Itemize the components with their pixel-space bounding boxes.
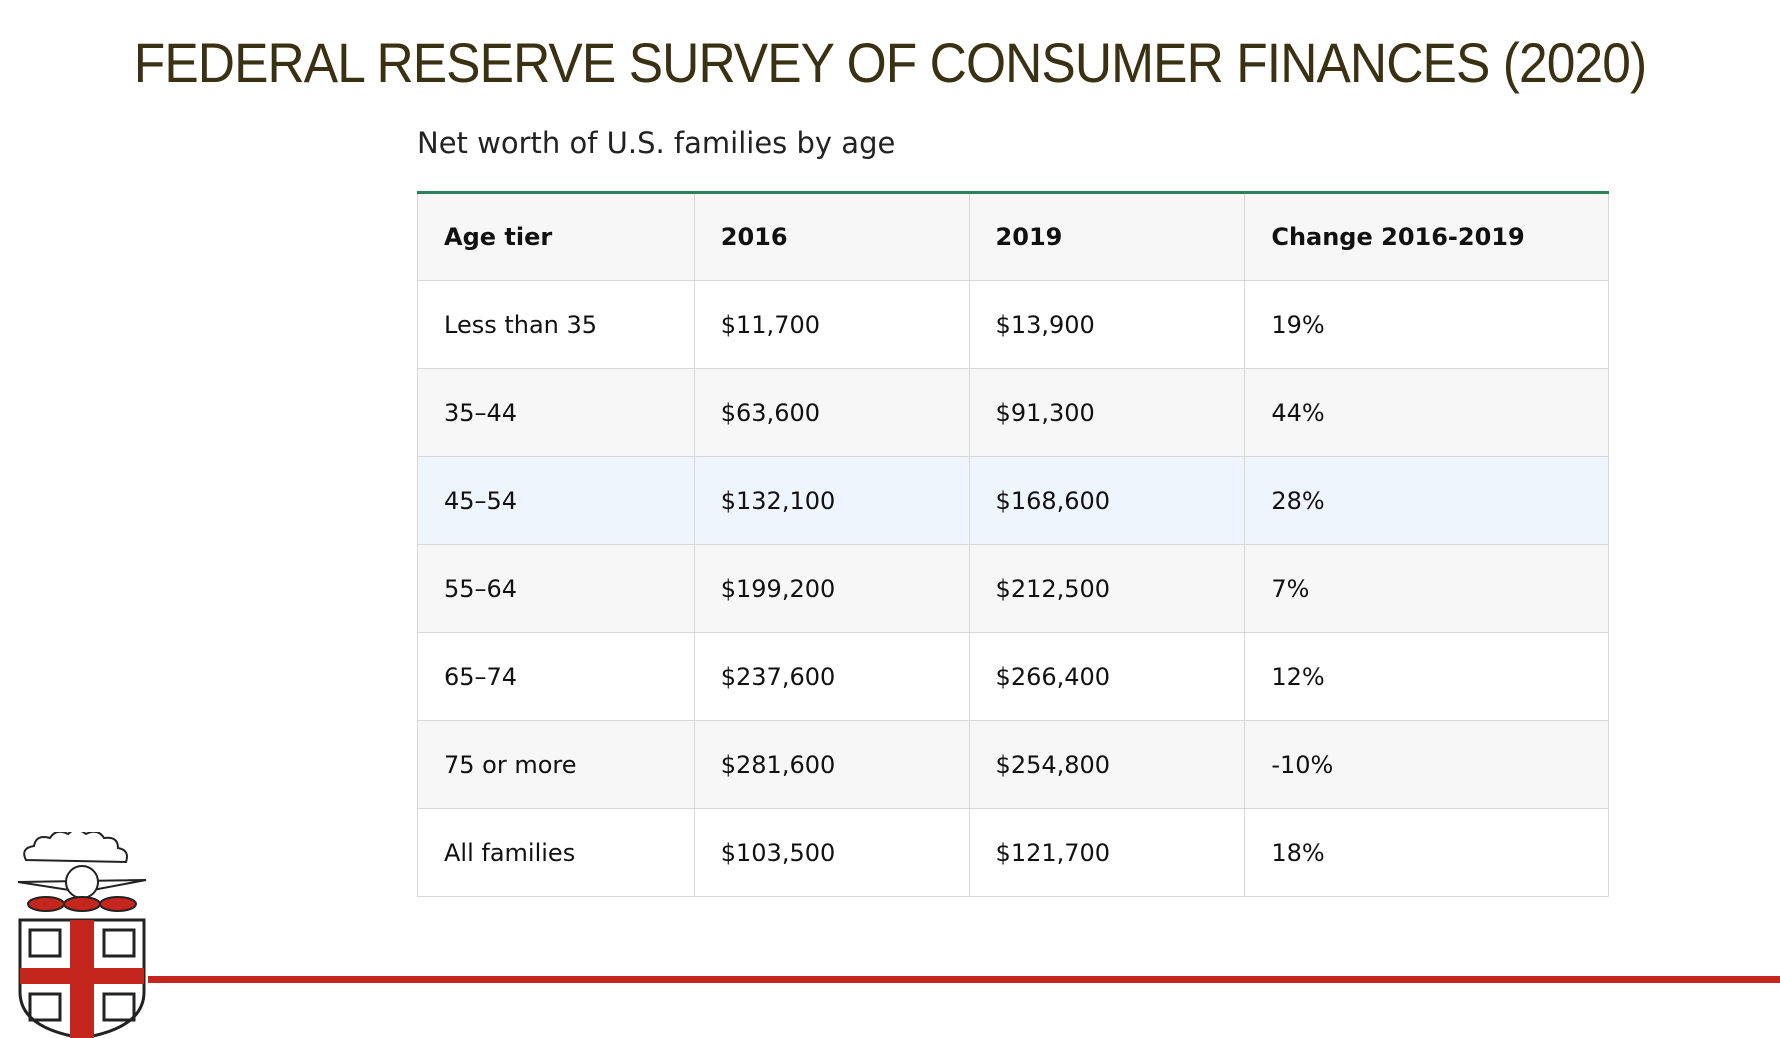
- table-cell: $237,600: [693, 632, 970, 721]
- table-cell: $212,500: [968, 544, 1246, 633]
- table-row: 75 or more $281,600 $254,800 -10%: [417, 720, 1609, 809]
- table-cell: 28%: [1244, 456, 1609, 545]
- table-row: 45–54 $132,100 $168,600 28%: [417, 456, 1609, 545]
- table-row: Less than 35 $11,700 $13,900 19%: [417, 280, 1609, 369]
- table-cell: 65–74: [417, 632, 695, 721]
- table-row: 65–74 $237,600 $266,400 12%: [417, 632, 1609, 721]
- slide-title: FEDERAL RESERVE SURVEY OF CONSUMER FINAN…: [133, 31, 1647, 94]
- table-cell: 44%: [1244, 368, 1609, 457]
- table-cell: 18%: [1244, 808, 1609, 897]
- column-header: Change 2016-2019: [1244, 192, 1609, 281]
- table-cell: $11,700: [693, 280, 970, 369]
- table-cell: $281,600: [693, 720, 970, 809]
- table-cell: $132,100: [693, 456, 970, 545]
- table-cell: 12%: [1244, 632, 1609, 721]
- table-cell: $168,600: [968, 456, 1246, 545]
- table-cell: $13,900: [968, 280, 1246, 369]
- table-row: 35–44 $63,600 $91,300 44%: [417, 368, 1609, 457]
- header-row: Age tier 2016 2019 Change 2016-2019: [417, 192, 1609, 281]
- table-cell: All families: [417, 808, 695, 897]
- footer-rule: [148, 976, 1780, 983]
- table-cell: 7%: [1244, 544, 1609, 633]
- column-header: 2019: [968, 192, 1246, 281]
- logo: [17, 832, 147, 1038]
- table-cell: 19%: [1244, 280, 1609, 369]
- column-header: 2016: [693, 192, 970, 281]
- table-cell: $199,200: [693, 544, 970, 633]
- table-cell: Less than 35: [417, 280, 695, 369]
- table-cell: $63,600: [693, 368, 970, 457]
- table-cell: 75 or more: [417, 720, 695, 809]
- table-row: 55–64 $199,200 $212,500 7%: [417, 544, 1609, 633]
- table-row: All families $103,500 $121,700 18%: [417, 808, 1609, 897]
- table-cell: 45–54: [417, 456, 695, 545]
- table-cell: -10%: [1244, 720, 1609, 809]
- table-cell: 35–44: [417, 368, 695, 457]
- table-cell: 55–64: [417, 544, 695, 633]
- table-cell: $91,300: [968, 368, 1246, 457]
- table-cell: $121,700: [968, 808, 1246, 897]
- table-cell: $266,400: [968, 632, 1246, 721]
- column-header: Age tier: [417, 192, 695, 281]
- table-caption: Net worth of U.S. families by age: [417, 126, 896, 160]
- table-cell: $103,500: [693, 808, 970, 897]
- table-cell: $254,800: [968, 720, 1246, 809]
- net-worth-table: Age tier 2016 2019 Change 2016-2019 Less th…: [417, 191, 1609, 897]
